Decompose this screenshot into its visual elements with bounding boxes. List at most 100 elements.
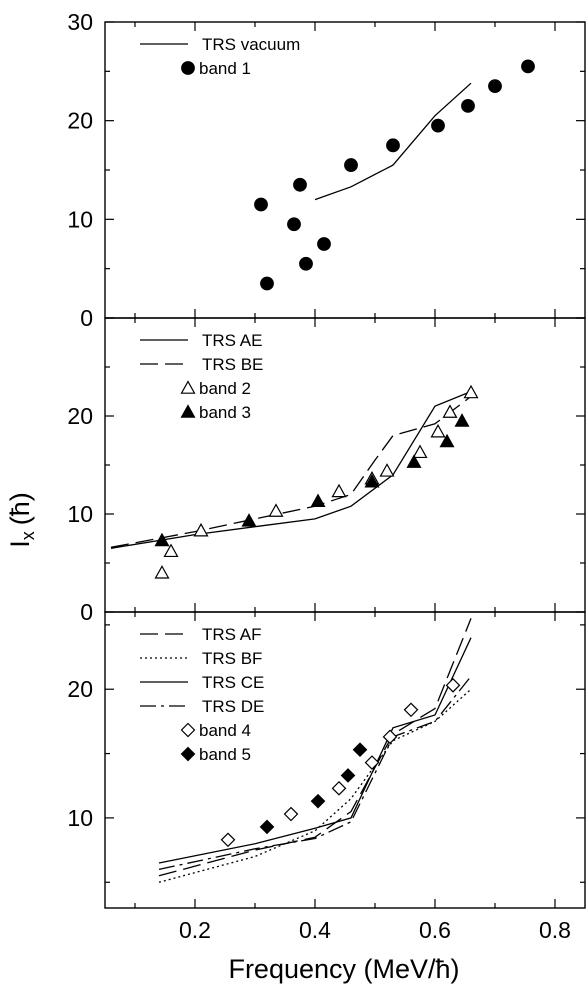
legend-entry: TRS BF <box>140 649 262 668</box>
data-point-band-3 <box>154 532 170 547</box>
top-panel: 0 10 20 30 TRS vacuum band 1 <box>67 9 586 331</box>
data-point-band-1 <box>293 177 307 192</box>
data-point-band-1 <box>521 59 535 74</box>
x-tick-label: 0.6 <box>419 917 451 943</box>
data-point-unlabeled <box>260 276 274 291</box>
data-point-band-3 <box>310 493 326 508</box>
y-tick-label: 30 <box>67 9 93 35</box>
middle-panel: 0 10 20 TRS AE TRS BE band 2 band 3 <box>67 317 586 625</box>
data-point-band-1 <box>254 197 268 212</box>
data-point-band-3 <box>241 513 257 527</box>
legend-entry: band 2 <box>180 379 251 398</box>
legend-entry: band 1 <box>181 59 251 78</box>
data-point-band-3 <box>439 433 455 448</box>
legend-label: band 5 <box>199 745 251 764</box>
data-point-band-4 <box>331 780 347 796</box>
y-tick-label: 20 <box>67 676 93 702</box>
middle-panel-frame <box>104 317 586 613</box>
bottom-panel-frame <box>104 611 586 909</box>
x-tick-label: 0.2 <box>179 917 211 943</box>
legend-label: TRS BE <box>202 355 263 374</box>
data-point-band-5 <box>352 742 368 758</box>
series-line-trs-de <box>158 675 472 871</box>
y-tick-label: 20 <box>67 108 93 134</box>
y-tick-label: 10 <box>67 501 93 527</box>
data-point-band-3 <box>454 413 470 427</box>
data-point-band-1 <box>287 217 301 232</box>
data-point-band-4 <box>283 806 299 822</box>
data-point-band-1 <box>431 118 445 133</box>
series-line-trs-vacuum <box>314 82 472 201</box>
data-point-band-2 <box>154 565 170 579</box>
data-point-band-4 <box>382 729 398 745</box>
legend-label: band 4 <box>199 721 251 740</box>
series-line-trs-ce <box>158 637 472 864</box>
series-line-trs-ae <box>110 390 472 549</box>
data-point-band-1 <box>386 138 400 153</box>
series-line-trs-af <box>158 618 472 877</box>
legend-marker <box>180 746 196 762</box>
x-axis-label: Frequency (MeV/ħ) <box>228 954 459 984</box>
legend-label: band 3 <box>199 403 251 422</box>
data-point-band-2 <box>163 543 179 558</box>
legend-label: band 2 <box>199 379 251 398</box>
data-point-band-3 <box>406 454 422 468</box>
legend-label: TRS DE <box>202 697 264 716</box>
legend-entry: TRS CE <box>140 673 264 692</box>
legend-label: TRS AE <box>202 331 262 350</box>
data-point-band-5 <box>340 768 356 783</box>
y-axis-label-main: I <box>5 540 35 548</box>
data-point-band-1 <box>317 237 331 251</box>
y-tick-label: 10 <box>67 805 93 831</box>
y-tick-label: 10 <box>67 206 93 232</box>
legend-entry: TRS BE <box>140 355 263 374</box>
y-axis-label-unit: (ħ) <box>5 492 35 525</box>
top-panel-frame <box>104 21 586 319</box>
legend-label: TRS vacuum <box>202 35 300 54</box>
bottom-panel: 10 20 0.2 0.4 0.6 0.8 TRS AF TRS BF TRS CE TRS DE… <box>67 611 586 943</box>
y-axis-label: Ix (ħ) <box>5 492 38 548</box>
data-point-band-3 <box>364 473 380 488</box>
data-point-band-1 <box>299 256 313 271</box>
legend-entry: TRS DE <box>140 697 264 716</box>
data-point-band-4 <box>445 678 461 693</box>
data-point-band-2 <box>193 522 209 537</box>
legend-entry: band 5 <box>180 745 251 764</box>
data-point-band-5 <box>310 793 326 809</box>
legend-entry: TRS AE <box>140 331 262 350</box>
x-tick-label: 0.8 <box>539 917 571 943</box>
data-point-band-5 <box>259 819 275 835</box>
data-point-band-4 <box>403 702 419 718</box>
legend-marker <box>181 61 195 75</box>
legend-entry: band 3 <box>180 403 251 422</box>
legend-label: TRS AF <box>202 625 262 644</box>
data-point-band-1 <box>461 98 475 113</box>
legend-entry: TRS vacuum <box>140 35 300 54</box>
legend-marker <box>180 722 196 738</box>
data-point-band-2 <box>442 404 458 418</box>
y-tick-label: 0 <box>80 305 93 331</box>
legend-marker <box>180 404 196 418</box>
data-point-band-4 <box>364 755 380 770</box>
legend-marker <box>180 380 196 394</box>
data-point-band-2 <box>430 423 446 438</box>
y-axis-label-sub: x <box>18 531 38 540</box>
data-point-band-2 <box>331 483 347 498</box>
data-point-band-2 <box>268 503 284 517</box>
data-point-band-1 <box>488 79 502 94</box>
legend-label: TRS BF <box>202 649 262 668</box>
legend-entry: TRS AF <box>140 625 262 644</box>
series-line-trs-bf <box>158 688 472 883</box>
data-point-band-1 <box>344 158 358 172</box>
data-point-band-2 <box>463 384 479 399</box>
data-point-band-2 <box>412 444 428 459</box>
legend-label: band 1 <box>199 59 251 78</box>
y-tick-label: 20 <box>67 403 93 429</box>
legend-entry: band 4 <box>180 721 251 740</box>
data-point-band-4 <box>220 832 236 848</box>
data-point-band-2 <box>379 463 395 477</box>
legend-label: TRS CE <box>202 673 264 692</box>
series-line-trs-be <box>110 395 472 548</box>
y-tick-label: 0 <box>80 599 93 625</box>
